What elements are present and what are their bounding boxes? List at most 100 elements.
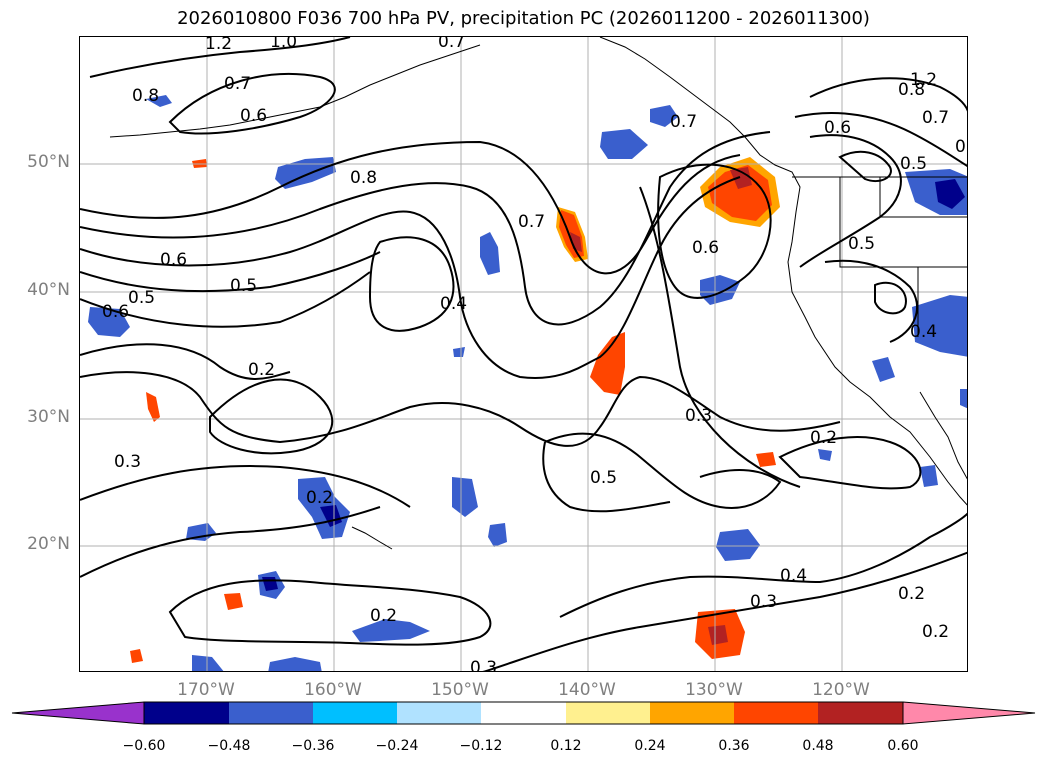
contour-label: 0.8 bbox=[955, 137, 968, 157]
precip-blob bbox=[872, 357, 895, 382]
pv-contour bbox=[80, 271, 371, 328]
contour-label: 0.8 bbox=[898, 80, 925, 100]
contour-label: 0.7 bbox=[438, 37, 465, 52]
colorbar-tick-label: −0.60 bbox=[122, 738, 166, 754]
contour-label: 0.7 bbox=[224, 74, 251, 94]
precip-blob bbox=[146, 392, 160, 422]
pv-contour bbox=[80, 465, 411, 508]
contour-label: 0.3 bbox=[685, 406, 712, 426]
pv-contour bbox=[89, 37, 351, 78]
lat-label-20n: 20°N bbox=[27, 534, 70, 554]
contour-label: 1.2 bbox=[910, 70, 937, 90]
colorbar-tick-label: 0.24 bbox=[634, 738, 666, 754]
coastline-hawaii bbox=[351, 526, 393, 550]
colorbar-bin bbox=[650, 702, 734, 724]
pv-contour-labels: 1.2 1.0 0.7 0.8 0.7 0.6 0.8 0.6 0.5 0.5 … bbox=[102, 37, 968, 672]
precip-blob bbox=[192, 655, 224, 671]
colorbar-tick-label: 0.60 bbox=[887, 738, 919, 754]
lat-label-40n: 40°N bbox=[27, 280, 70, 300]
colorbar-under-triangle bbox=[11, 701, 145, 725]
lat-label-30n: 30°N bbox=[27, 407, 70, 427]
pv-contours bbox=[80, 37, 967, 671]
precip-blob bbox=[186, 523, 216, 541]
precip-blob bbox=[912, 295, 967, 357]
contour-label: 0.2 bbox=[370, 606, 397, 626]
coastline-alaska bbox=[599, 37, 967, 506]
contour-label: 0.4 bbox=[910, 322, 937, 342]
contour-label: 0.5 bbox=[848, 234, 875, 254]
pv-contour bbox=[80, 371, 841, 447]
contour-label: 0.6 bbox=[240, 106, 267, 126]
precip-blob bbox=[130, 649, 143, 663]
contour-label: 0.6 bbox=[102, 302, 129, 322]
contour-label: 0.2 bbox=[898, 584, 925, 604]
colorbar-frame bbox=[143, 701, 904, 725]
pv-contour bbox=[794, 111, 967, 167]
colorbar-tick-label: 0.36 bbox=[718, 738, 750, 754]
precip-blob bbox=[935, 179, 965, 209]
colorbar-tick-label: −0.48 bbox=[207, 738, 251, 754]
contour-label: 0.4 bbox=[780, 566, 807, 586]
contour-label: 0.2 bbox=[248, 360, 275, 380]
contour-label: 0.3 bbox=[114, 452, 141, 472]
contour-label: 0.7 bbox=[922, 108, 949, 128]
contour-label: 0.2 bbox=[306, 488, 333, 508]
contour-label: 0.5 bbox=[900, 154, 927, 174]
contour-label: 0.2 bbox=[922, 622, 949, 642]
coastlines bbox=[109, 37, 967, 550]
precip-blob bbox=[88, 307, 130, 337]
precip-blob bbox=[920, 465, 938, 487]
precip-blob bbox=[352, 619, 430, 642]
contour-label: 1.2 bbox=[205, 37, 232, 54]
map-panel: 1.2 1.0 0.7 0.8 0.7 0.6 0.8 0.6 0.5 0.5 … bbox=[79, 36, 968, 672]
precip-blob bbox=[146, 95, 172, 107]
colorbar-tick-label: −0.12 bbox=[459, 738, 503, 754]
pv-contour bbox=[559, 512, 967, 618]
contour-label: 0.6 bbox=[160, 250, 187, 270]
colorbar-bin bbox=[313, 702, 397, 724]
lat-label-50n: 50°N bbox=[27, 152, 70, 172]
pv-contour bbox=[80, 140, 741, 275]
colorbar-bin bbox=[566, 702, 650, 724]
pv-contour bbox=[168, 73, 336, 135]
precip-blob bbox=[320, 505, 342, 527]
contour-label: 0.7 bbox=[518, 212, 545, 232]
coastline-aleutians bbox=[109, 44, 481, 138]
precip-blob bbox=[224, 593, 243, 610]
contour-label: 0.8 bbox=[350, 168, 377, 188]
colorbar-bin bbox=[734, 702, 818, 724]
pv-contour bbox=[482, 551, 967, 671]
pv-contour bbox=[778, 436, 922, 490]
pv-contour bbox=[80, 506, 381, 578]
precip-blob bbox=[453, 347, 465, 357]
precip-blob bbox=[708, 625, 728, 645]
pv-contour bbox=[368, 236, 455, 332]
lon-label-170w: 170°W bbox=[177, 680, 235, 700]
contour-label: 0.6 bbox=[824, 118, 851, 138]
map-canvas: 1.2 1.0 0.7 0.8 0.7 0.6 0.8 0.6 0.5 0.5 … bbox=[80, 37, 968, 672]
colorbar bbox=[11, 701, 1036, 725]
contour-label: 0.2 bbox=[810, 428, 837, 448]
colorbar-over-triangle bbox=[902, 701, 1036, 725]
colorbar-bin bbox=[397, 702, 481, 724]
precip-blob bbox=[268, 657, 322, 671]
contour-label: 0.5 bbox=[128, 288, 155, 308]
contour-label: 0.4 bbox=[440, 294, 467, 314]
precip-blob bbox=[452, 477, 478, 517]
precip-blob bbox=[730, 167, 752, 189]
contour-label: 0.3 bbox=[470, 658, 497, 672]
pv-contour bbox=[80, 176, 741, 379]
colorbar-tick-label: −0.36 bbox=[291, 738, 335, 754]
pv-contour bbox=[838, 150, 892, 183]
lon-label-120w: 120°W bbox=[812, 680, 870, 700]
graticule bbox=[80, 37, 967, 671]
precip-blob bbox=[480, 232, 500, 275]
pv-contour bbox=[824, 259, 919, 343]
pv-contour bbox=[209, 378, 334, 455]
precip-blob bbox=[708, 165, 772, 221]
pv-contour bbox=[168, 579, 492, 646]
contour-label: 0.6 bbox=[692, 238, 719, 258]
contour-label: 1.0 bbox=[270, 37, 297, 52]
pv-contour bbox=[657, 163, 772, 299]
precip-blob bbox=[590, 332, 625, 395]
